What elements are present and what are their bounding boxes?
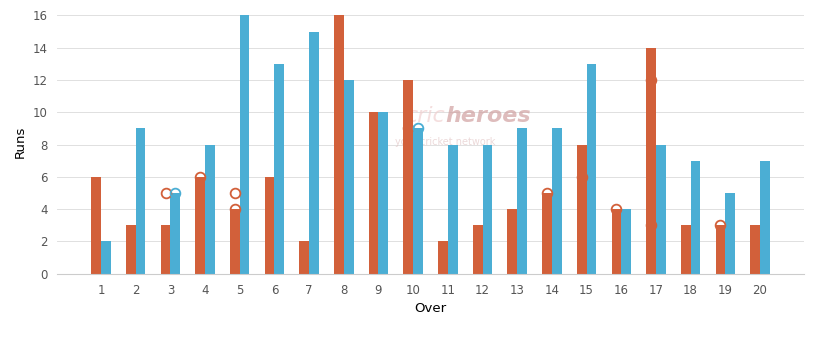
Bar (586, 64, 595, 274)
Bar (126, 225, 136, 274)
Text: cric: cric (405, 106, 445, 126)
Bar (378, 112, 387, 274)
Bar (230, 209, 239, 274)
Bar (403, 80, 413, 274)
Bar (195, 177, 205, 274)
Bar (91, 177, 101, 274)
Bar (343, 80, 353, 274)
Bar (655, 145, 665, 274)
Bar (690, 161, 699, 274)
Bar (333, 15, 343, 274)
Bar (447, 145, 457, 274)
Bar (369, 112, 378, 274)
Bar (611, 209, 621, 274)
Bar (299, 241, 309, 274)
Bar (101, 241, 111, 274)
Bar (309, 32, 319, 274)
Bar (749, 225, 759, 274)
Bar (621, 209, 630, 274)
Bar (551, 128, 561, 274)
Bar (576, 145, 586, 274)
Y-axis label: Runs: Runs (14, 126, 27, 158)
Bar (136, 128, 145, 274)
X-axis label: Over: Over (414, 302, 446, 315)
Text: heroes: heroes (445, 106, 531, 126)
Bar (161, 225, 170, 274)
Bar (482, 145, 491, 274)
Bar (680, 225, 690, 274)
Bar (170, 193, 180, 274)
Bar (724, 193, 734, 274)
Bar (205, 145, 215, 274)
Bar (645, 48, 655, 274)
Bar (473, 225, 482, 274)
Bar (239, 15, 249, 274)
Bar (437, 241, 447, 274)
Text: your cricket network: your cricket network (395, 137, 495, 147)
Bar (759, 161, 769, 274)
Bar (507, 209, 517, 274)
Bar (265, 177, 274, 274)
Bar (715, 225, 724, 274)
Bar (541, 193, 551, 274)
Bar (274, 64, 284, 274)
Bar (413, 128, 423, 274)
Bar (517, 128, 527, 274)
